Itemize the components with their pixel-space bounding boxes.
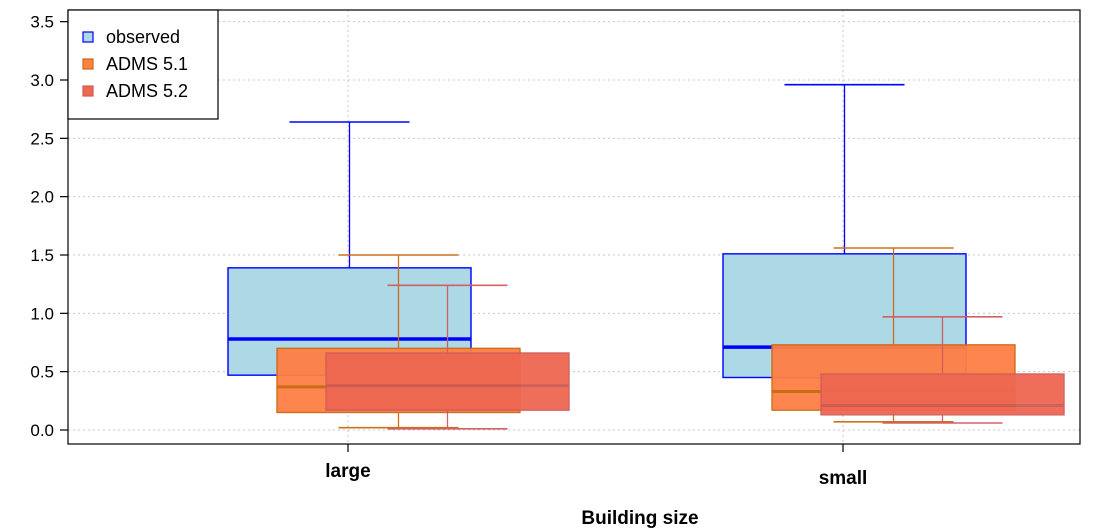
legend-swatch-2 bbox=[82, 58, 94, 70]
boxes bbox=[227, 83, 1065, 430]
legend-swatch-3 bbox=[82, 85, 94, 97]
x-axis-title: Building size bbox=[581, 508, 698, 529]
legend-label-1: observed bbox=[106, 27, 180, 47]
y-tick-label: 1.5 bbox=[30, 246, 54, 265]
y-tick-label: 2.0 bbox=[30, 188, 54, 207]
box-body bbox=[325, 352, 570, 411]
y-tick-label: 0.0 bbox=[30, 421, 54, 440]
legend-label-2: ADMS 5.1 bbox=[106, 54, 188, 74]
x-axis: large small bbox=[325, 444, 867, 489]
box-observed-small bbox=[722, 83, 967, 379]
y-tick-label: 1.0 bbox=[30, 304, 54, 323]
box-body bbox=[820, 373, 1065, 416]
box-adms-5.2-large bbox=[325, 284, 570, 430]
plot-frame bbox=[67, 9, 1081, 445]
x-tick-label-large: large bbox=[325, 461, 370, 482]
y-axis: 0.0 0.5 1.0 1.5 2.0 2.5 3.0 3.5 bbox=[30, 13, 68, 440]
legend: observed ADMS 5.1 ADMS 5.2 bbox=[67, 9, 219, 120]
y-tick-label: 3.0 bbox=[30, 71, 54, 90]
legend-label-3: ADMS 5.2 bbox=[106, 81, 188, 101]
y-tick-label: 3.5 bbox=[30, 13, 54, 32]
legend-swatch-1 bbox=[82, 31, 94, 43]
x-tick-label-small: small bbox=[819, 468, 868, 489]
box-observed-large bbox=[227, 121, 472, 376]
y-tick-label: 0.5 bbox=[30, 363, 54, 382]
y-tick-label: 2.5 bbox=[30, 129, 54, 148]
box-adms-5.2-small bbox=[820, 316, 1065, 424]
